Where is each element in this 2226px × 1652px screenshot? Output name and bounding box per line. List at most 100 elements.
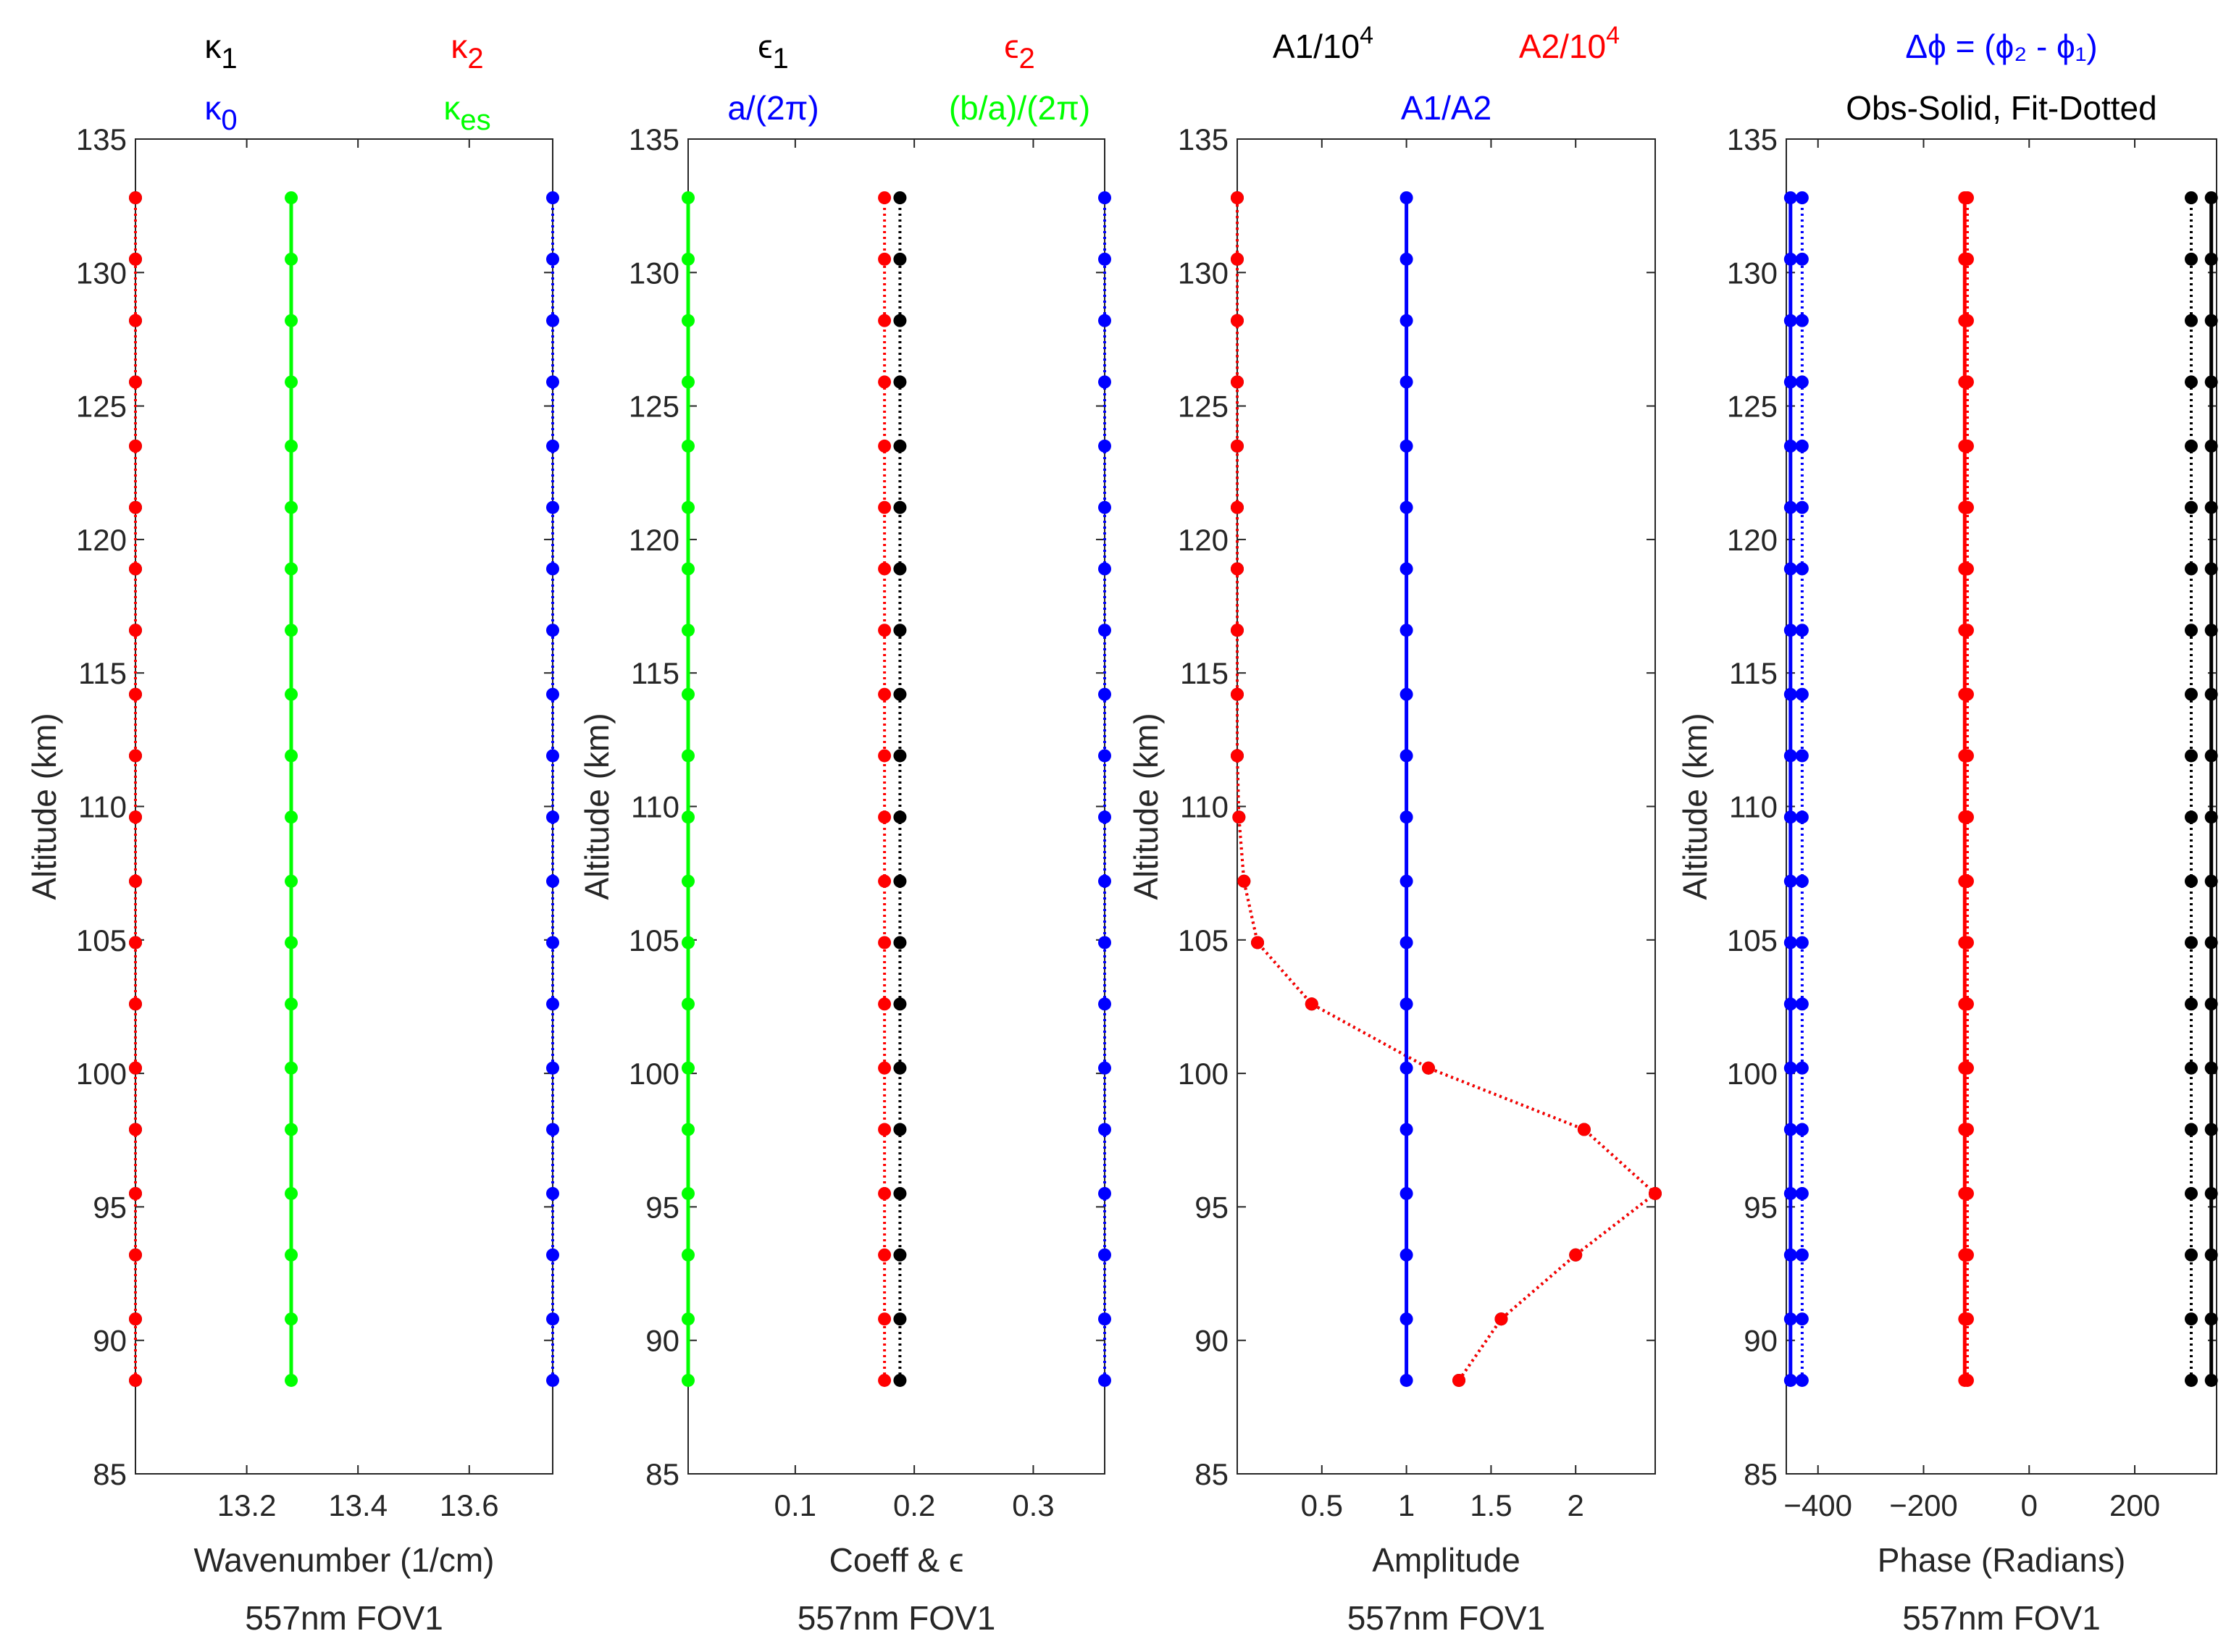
data-point-epsilon2 <box>878 624 892 637</box>
data-point-phi1_fit <box>2185 749 2198 763</box>
data-point-b_over_a_2pi <box>682 439 695 453</box>
data-point-dphi_fit <box>1795 997 1809 1011</box>
data-point-epsilon1 <box>893 191 907 205</box>
data-point-epsilon2 <box>878 500 892 514</box>
panel-3: 85 90 95 100 105 110 115 120 125 130 135 0.5 1 1.5 2 Am… <box>1127 22 1662 1637</box>
y-tick-label: 125 <box>1178 390 1229 424</box>
data-point-epsilon1 <box>893 687 907 701</box>
data-point-b_over_a_2pi <box>682 687 695 701</box>
data-point-phi2_fit <box>1960 1186 1974 1200</box>
data-point-epsilon2 <box>878 314 892 327</box>
data-point-dphi_fit <box>1795 252 1809 266</box>
data-point-kappa2 <box>129 749 142 763</box>
data-point-phi1_fit <box>2185 997 2198 1011</box>
legend-entry: A1/A2 <box>1401 89 1491 127</box>
data-point-kappa_es <box>285 997 298 1011</box>
data-point-dphi_obs <box>1783 375 1797 389</box>
y-tick-label: 125 <box>76 390 127 424</box>
data-point-A1_over_A2 <box>1399 874 1413 888</box>
data-point-epsilon2 <box>878 749 892 763</box>
x-axis-label: Coeff & ϵ <box>829 1541 964 1579</box>
data-point-phi1_fit <box>2185 191 2198 205</box>
data-point-dphi_fit <box>1795 1312 1809 1326</box>
data-point-dphi_fit <box>1795 314 1809 327</box>
y-tick-label: 120 <box>629 523 679 557</box>
data-point-kappa_es <box>285 1373 298 1387</box>
y-tick-label: 135 <box>629 122 679 156</box>
data-point-kappa2 <box>129 997 142 1011</box>
data-point-A2 <box>1231 375 1244 389</box>
data-point-dphi_fit <box>1795 936 1809 949</box>
legend-entry: (b/a)/(2π) <box>949 89 1090 127</box>
data-point-kappa_es <box>285 936 298 949</box>
data-point-epsilon1 <box>893 1186 907 1200</box>
data-point-dphi_fit <box>1795 624 1809 637</box>
data-point-epsilon2 <box>878 1186 892 1200</box>
data-point-kappa0 <box>546 375 559 389</box>
data-point-kappa0 <box>546 749 559 763</box>
data-point-epsilon1 <box>893 1123 907 1136</box>
data-point-phi1_obs <box>2204 936 2218 949</box>
data-point-a_2pi <box>1098 1248 1111 1262</box>
data-point-phi1_fit <box>2185 874 2198 888</box>
data-point-a_2pi <box>1098 810 1111 824</box>
legend-entry: ϵ2 <box>1004 28 1035 75</box>
data-point-dphi_fit <box>1795 500 1809 514</box>
y-tick-label: 105 <box>76 923 127 957</box>
y-axis-label: Altitude (km) <box>25 713 63 900</box>
data-point-kappa_es <box>285 749 298 763</box>
y-tick-label: 135 <box>1727 122 1778 156</box>
data-point-b_over_a_2pi <box>682 1248 695 1262</box>
data-point-phi2_fit <box>1960 810 1974 824</box>
data-point-kappa2 <box>129 439 142 453</box>
data-point-kappa_es <box>285 874 298 888</box>
y-tick-label: 100 <box>76 1057 127 1091</box>
data-point-epsilon2 <box>878 252 892 266</box>
x-tick-label: 1.5 <box>1470 1488 1512 1522</box>
y-tick-label: 115 <box>1729 656 1778 690</box>
data-point-b_over_a_2pi <box>682 1061 695 1075</box>
data-point-b_over_a_2pi <box>682 936 695 949</box>
data-point-phi1_fit <box>2185 624 2198 637</box>
data-point-phi1_fit <box>2185 562 2198 576</box>
data-point-dphi_fit <box>1795 1123 1809 1136</box>
data-point-phi2_fit <box>1960 314 1974 327</box>
data-point-A1_over_A2 <box>1399 810 1413 824</box>
data-point-phi1_obs <box>2204 749 2218 763</box>
data-point-kappa_es <box>285 1123 298 1136</box>
data-point-epsilon2 <box>878 810 892 824</box>
data-point-phi1_fit <box>2185 936 2198 949</box>
data-point-dphi_fit <box>1795 375 1809 389</box>
data-point-phi1_fit <box>2185 687 2198 701</box>
data-point-phi2_fit <box>1960 252 1974 266</box>
y-tick-label: 90 <box>1194 1324 1229 1358</box>
y-tick-label: 110 <box>1180 790 1229 824</box>
data-point-kappa2 <box>129 810 142 824</box>
data-point-dphi_obs <box>1783 500 1797 514</box>
data-point-epsilon1 <box>893 314 907 327</box>
data-point-a_2pi <box>1098 1061 1111 1075</box>
data-point-kappa2 <box>129 1373 142 1387</box>
data-point-b_over_a_2pi <box>682 500 695 514</box>
data-point-A1_over_A2 <box>1399 1373 1413 1387</box>
data-point-kappa_es <box>285 810 298 824</box>
data-point-phi1_fit <box>2185 810 2198 824</box>
data-point-kappa2 <box>129 1248 142 1262</box>
legend-entry: a/(2π) <box>727 89 819 127</box>
data-point-kappa0 <box>546 252 559 266</box>
data-point-A2 <box>1232 810 1246 824</box>
data-point-kappa_es <box>285 1248 298 1262</box>
data-point-dphi_obs <box>1783 810 1797 824</box>
data-point-phi1_fit <box>2185 375 2198 389</box>
y-tick-label: 100 <box>1727 1057 1778 1091</box>
data-point-A2 <box>1251 936 1265 949</box>
y-tick-label: 95 <box>93 1190 127 1224</box>
data-point-b_over_a_2pi <box>682 624 695 637</box>
data-point-A2 <box>1649 1186 1662 1200</box>
data-point-dphi_obs <box>1783 1123 1797 1136</box>
axes-box <box>1786 138 2217 1475</box>
data-point-phi2_fit <box>1960 562 1974 576</box>
data-point-kappa_es <box>285 1186 298 1200</box>
y-tick-label: 115 <box>1180 656 1229 690</box>
